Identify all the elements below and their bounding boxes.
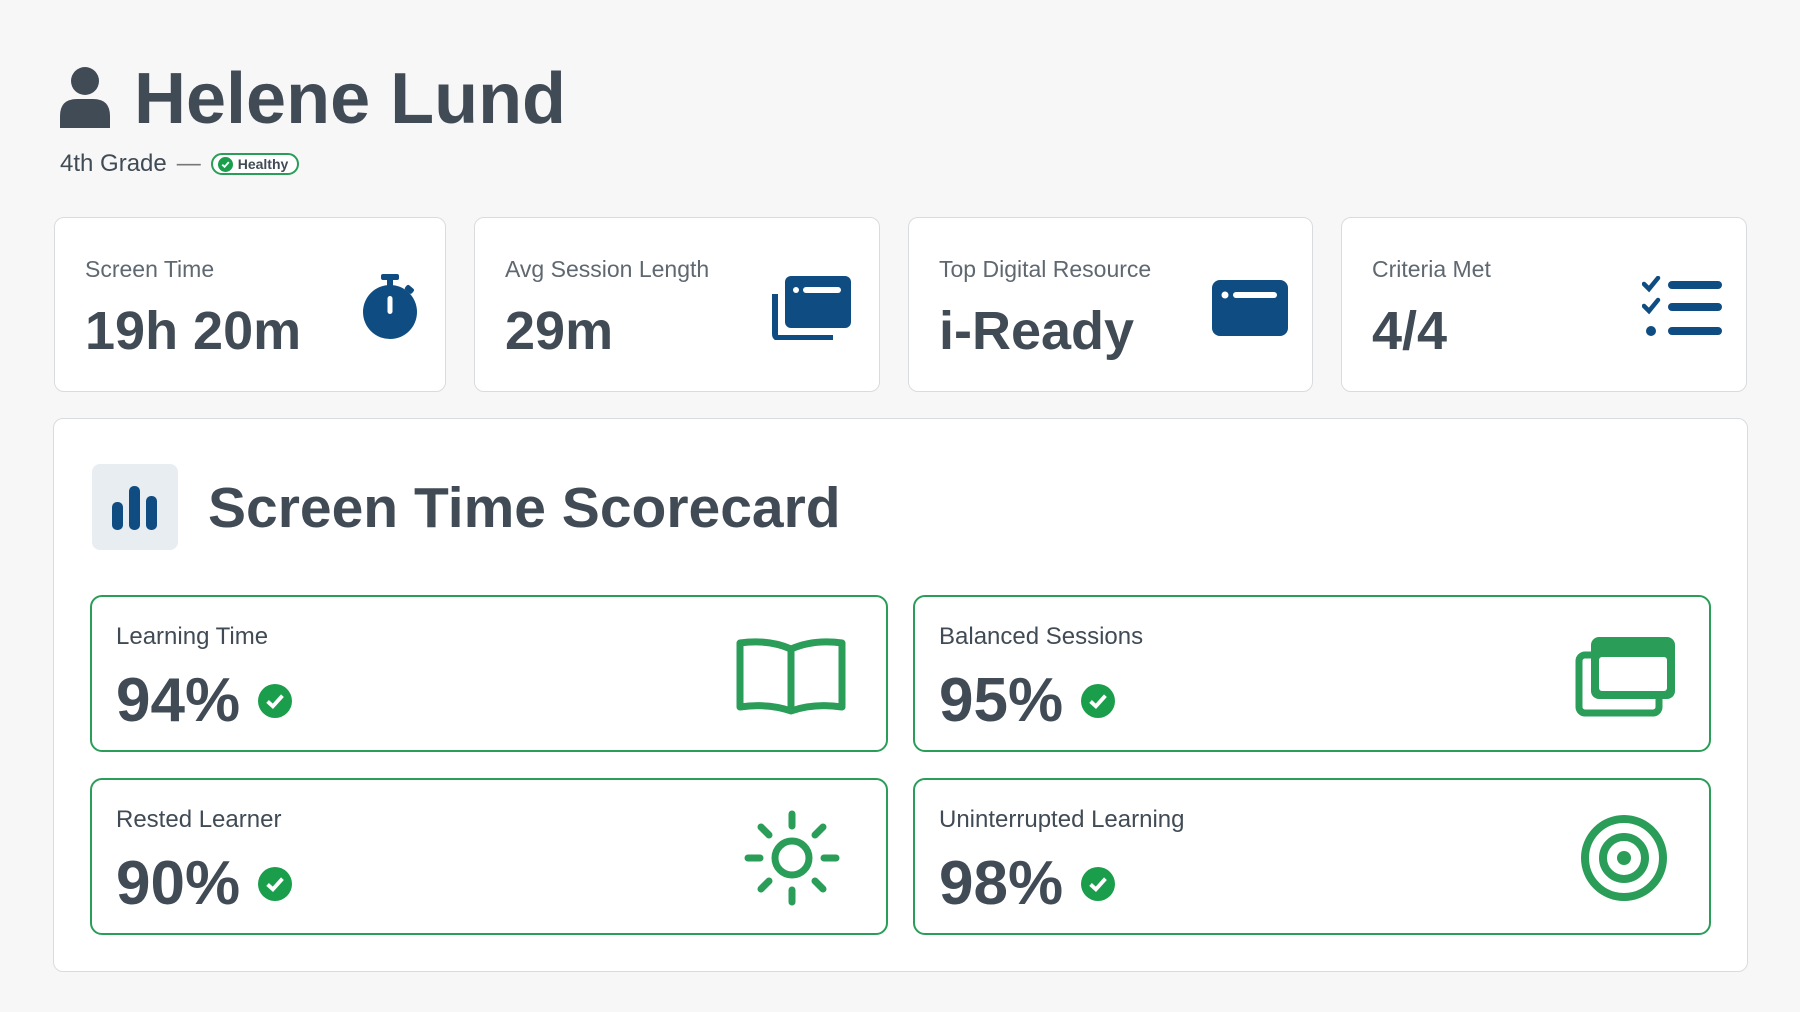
sun-icon [744, 810, 840, 906]
checklist-icon [1642, 276, 1722, 336]
metric-card: Rested Learner 90% [90, 778, 888, 935]
stat-label: Criteria Met [1372, 256, 1491, 282]
metric-label: Uninterrupted Learning [939, 806, 1185, 833]
stat-card: Screen Time 19h 20m [54, 217, 446, 392]
metric-label: Learning Time [116, 623, 269, 650]
status-badge: Healthy [210, 153, 300, 175]
metric-value-row: 94% [116, 665, 293, 736]
bar-icon [112, 486, 157, 530]
grade: 4th Grade [60, 150, 167, 177]
book-icon [736, 638, 846, 715]
metric-value: 98% [939, 849, 1064, 918]
sessions-icon [1575, 637, 1675, 717]
check-icon [1081, 866, 1116, 901]
separator: — [176, 150, 201, 177]
stat-value: i-Ready [939, 301, 1135, 361]
metric-card: Uninterrupted Learning 98% [913, 778, 1711, 935]
metric-value: 94% [116, 666, 241, 735]
stat-label: Avg Session Length [505, 256, 710, 282]
status-text: Healthy [237, 156, 289, 172]
status-check [217, 156, 233, 172]
scorecard-icon-box [92, 464, 178, 550]
metric-card: Balanced Sessions 95% [913, 595, 1711, 752]
check-icon [258, 866, 293, 901]
stopwatch-icon [363, 274, 417, 339]
windows-icon [772, 276, 851, 340]
scorecard-panel: Screen Time Scorecard Learning Time 94% … [53, 418, 1748, 972]
student-name: Helene Lund [134, 59, 567, 139]
metric-label: Rested Learner [116, 806, 282, 833]
metric-value-row: 98% [939, 848, 1116, 919]
user-icon [60, 67, 110, 128]
stat-label: Screen Time [85, 256, 215, 282]
stat-card: Top Digital Resource i-Ready [908, 217, 1313, 392]
scorecard-title: Screen Time Scorecard [208, 476, 841, 540]
window-icon [1212, 280, 1288, 336]
check-icon [258, 683, 293, 718]
target-icon [1581, 815, 1667, 901]
metric-value-row: 95% [939, 665, 1116, 736]
metric-value: 95% [939, 666, 1064, 735]
stat-label: Top Digital Resource [939, 256, 1152, 282]
stat-card: Criteria Met 4/4 [1341, 217, 1747, 392]
metric-card: Learning Time 94% [90, 595, 888, 752]
metric-value: 90% [116, 849, 241, 918]
stat-card: Avg Session Length 29m [474, 217, 880, 392]
metric-label: Balanced Sessions [939, 623, 1144, 650]
stat-value: 29m [505, 301, 614, 361]
stat-value: 4/4 [1372, 301, 1448, 361]
check-icon [1081, 683, 1116, 718]
stat-value: 19h 20m [85, 301, 302, 361]
metric-value-row: 90% [116, 848, 293, 919]
subtitle: 4th Grade — Healthy [60, 150, 300, 178]
